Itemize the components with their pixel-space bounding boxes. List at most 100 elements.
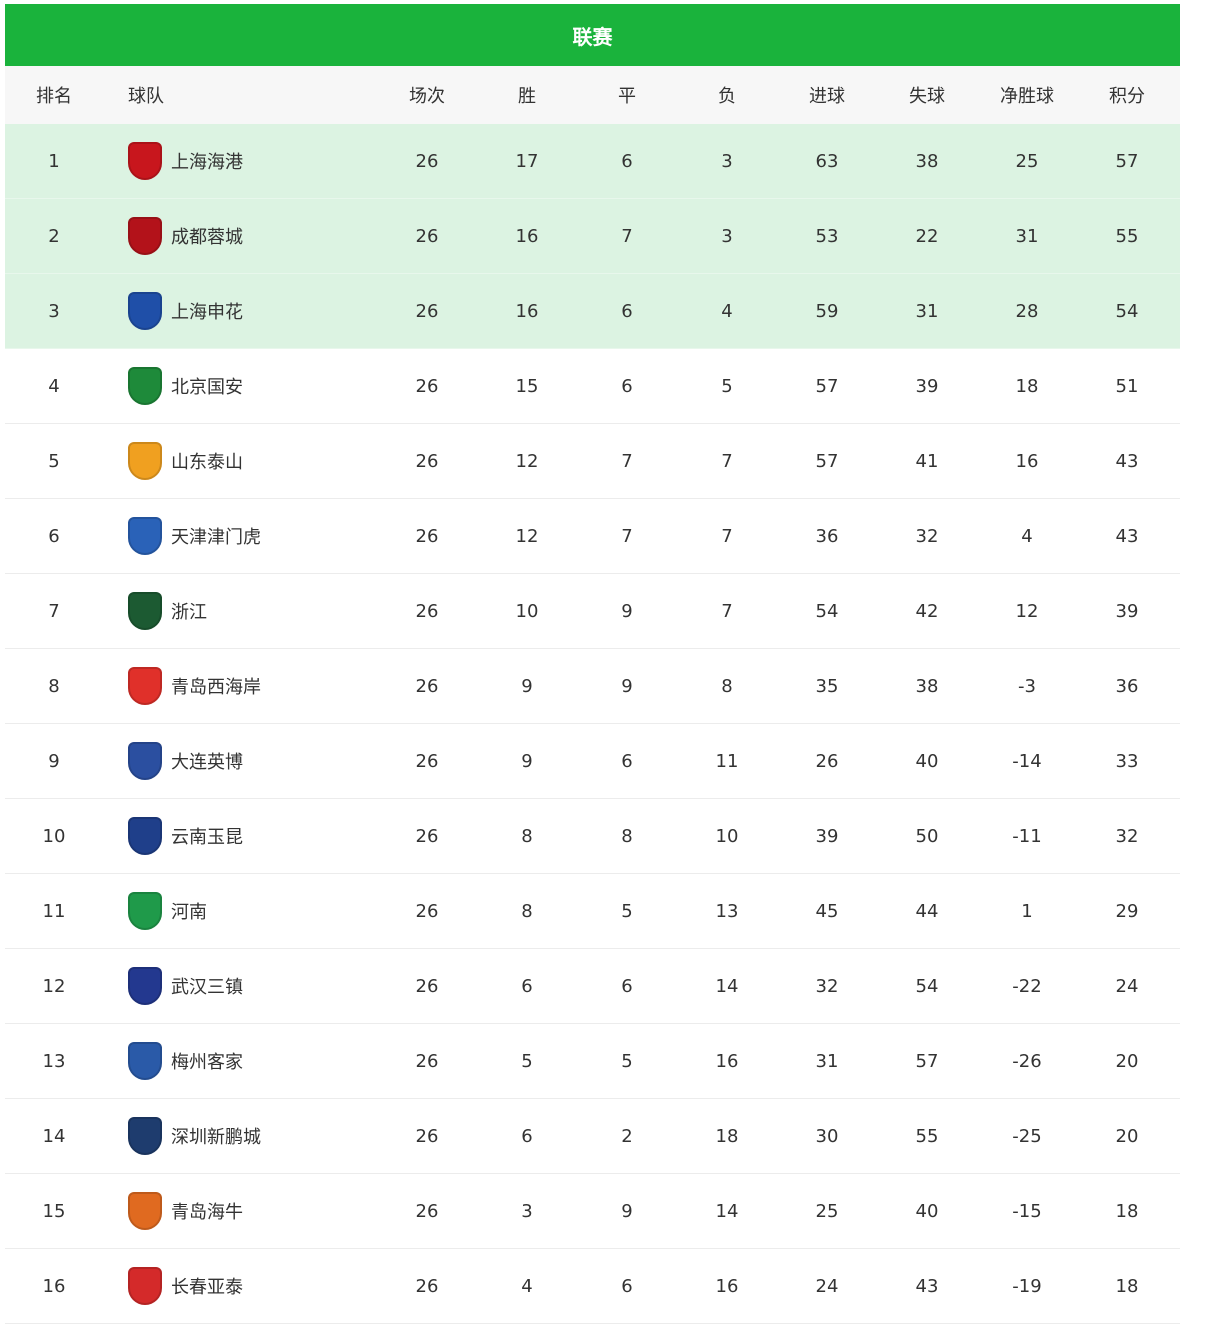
points: 36 xyxy=(1115,675,1139,697)
table-row[interactable]: 1 上海海港 26 17 6 3 63 38 25 57 xyxy=(5,124,1180,199)
team-cell[interactable]: 梅州客家 xyxy=(103,1042,377,1080)
table-row[interactable]: 7 浙江 26 10 9 7 54 42 12 39 xyxy=(5,574,1180,649)
goals-for: 25 xyxy=(815,1200,839,1222)
losses: 8 xyxy=(721,675,733,697)
team-name: 青岛海牛 xyxy=(171,1202,243,1223)
header-played: 场次 xyxy=(409,86,445,107)
goals-for: 31 xyxy=(815,1050,839,1072)
draws: 6 xyxy=(621,375,633,397)
played: 26 xyxy=(415,825,439,847)
goal-diff: 4 xyxy=(1021,525,1033,547)
team-cell[interactable]: 长春亚泰 xyxy=(103,1267,377,1305)
rank: 14 xyxy=(42,1125,66,1147)
team-cell[interactable]: 武汉三镇 xyxy=(103,967,377,1005)
team-cell[interactable]: 大连英博 xyxy=(103,742,377,780)
team-cell[interactable]: 深圳新鹏城 xyxy=(103,1117,377,1155)
goals-against: 54 xyxy=(915,975,939,997)
wins: 9 xyxy=(521,675,533,697)
table-row[interactable]: 3 上海申花 26 16 6 4 59 31 28 54 xyxy=(5,274,1180,349)
table-row[interactable]: 2 成都蓉城 26 16 7 3 53 22 31 55 xyxy=(5,199,1180,274)
table-row[interactable]: 6 天津津门虎 26 12 7 7 36 32 4 43 xyxy=(5,499,1180,574)
rank: 6 xyxy=(48,525,60,547)
team-cell[interactable]: 上海申花 xyxy=(103,292,377,330)
losses: 7 xyxy=(721,600,733,622)
team-cell[interactable]: 成都蓉城 xyxy=(103,217,377,255)
points: 43 xyxy=(1115,450,1139,472)
goals-against: 42 xyxy=(915,600,939,622)
losses: 14 xyxy=(715,1200,739,1222)
table-row[interactable]: 14 深圳新鹏城 26 6 2 18 30 55 -25 20 xyxy=(5,1099,1180,1174)
goal-diff: 18 xyxy=(1015,375,1039,397)
team-logo-icon xyxy=(128,1117,162,1155)
played: 26 xyxy=(415,450,439,472)
goal-diff: 28 xyxy=(1015,300,1039,322)
header-points: 积分 xyxy=(1109,86,1145,107)
team-cell[interactable]: 河南 xyxy=(103,892,377,930)
goal-diff: 1 xyxy=(1021,900,1033,922)
goal-diff: -26 xyxy=(1012,1050,1042,1072)
team-cell[interactable]: 浙江 xyxy=(103,592,377,630)
goals-for: 39 xyxy=(815,825,839,847)
goals-against: 50 xyxy=(915,825,939,847)
played: 26 xyxy=(415,525,439,547)
goal-diff: -15 xyxy=(1012,1200,1042,1222)
team-cell[interactable]: 天津津门虎 xyxy=(103,517,377,555)
losses: 13 xyxy=(715,900,739,922)
team-cell[interactable]: 山东泰山 xyxy=(103,442,377,480)
table-row[interactable]: 13 梅州客家 26 5 5 16 31 57 -26 20 xyxy=(5,1024,1180,1099)
wins: 10 xyxy=(515,600,539,622)
team-cell[interactable]: 云南玉昆 xyxy=(103,817,377,855)
goal-diff: -25 xyxy=(1012,1125,1042,1147)
team-cell[interactable]: 上海海港 xyxy=(103,142,377,180)
table-row[interactable]: 4 北京国安 26 15 6 5 57 39 18 51 xyxy=(5,349,1180,424)
wins: 8 xyxy=(521,900,533,922)
goals-against: 38 xyxy=(915,675,939,697)
goals-for: 57 xyxy=(815,375,839,397)
goals-for: 26 xyxy=(815,750,839,772)
team-cell[interactable]: 青岛海牛 xyxy=(103,1192,377,1230)
points: 54 xyxy=(1115,300,1139,322)
goals-for: 32 xyxy=(815,975,839,997)
team-cell[interactable]: 青岛西海岸 xyxy=(103,667,377,705)
team-logo-icon xyxy=(128,967,162,1005)
standings-table: 联赛 排名 球队 场次 胜 平 负 进球 失球 净胜球 积分 1 上海海港 26… xyxy=(5,4,1180,1324)
points: 20 xyxy=(1115,1050,1139,1072)
team-logo-icon xyxy=(128,442,162,480)
team-cell[interactable]: 北京国安 xyxy=(103,367,377,405)
rank: 3 xyxy=(48,300,60,322)
table-row[interactable]: 8 青岛西海岸 26 9 9 8 35 38 -3 36 xyxy=(5,649,1180,724)
losses: 16 xyxy=(715,1275,739,1297)
draws: 9 xyxy=(621,675,633,697)
draws: 7 xyxy=(621,450,633,472)
goal-diff: 31 xyxy=(1015,225,1039,247)
team-logo-icon xyxy=(128,1267,162,1305)
played: 26 xyxy=(415,750,439,772)
table-row[interactable]: 12 武汉三镇 26 6 6 14 32 54 -22 24 xyxy=(5,949,1180,1024)
goals-against: 57 xyxy=(915,1050,939,1072)
team-name: 河南 xyxy=(171,902,207,923)
wins: 15 xyxy=(515,375,539,397)
table-row[interactable]: 5 山东泰山 26 12 7 7 57 41 16 43 xyxy=(5,424,1180,499)
wins: 12 xyxy=(515,450,539,472)
played: 26 xyxy=(415,300,439,322)
table-row[interactable]: 9 大连英博 26 9 6 11 26 40 -14 33 xyxy=(5,724,1180,799)
table-title: 联赛 xyxy=(5,4,1180,66)
team-name: 深圳新鹏城 xyxy=(171,1127,261,1148)
table-row[interactable]: 15 青岛海牛 26 3 9 14 25 40 -15 18 xyxy=(5,1174,1180,1249)
rank: 16 xyxy=(42,1275,66,1297)
header-goal-diff: 净胜球 xyxy=(1000,86,1054,107)
rank: 2 xyxy=(48,225,60,247)
losses: 10 xyxy=(715,825,739,847)
losses: 5 xyxy=(721,375,733,397)
table-row[interactable]: 16 长春亚泰 26 4 6 16 24 43 -19 18 xyxy=(5,1249,1180,1324)
table-row[interactable]: 10 云南玉昆 26 8 8 10 39 50 -11 32 xyxy=(5,799,1180,874)
losses: 14 xyxy=(715,975,739,997)
goals-against: 31 xyxy=(915,300,939,322)
team-name: 北京国安 xyxy=(171,377,243,398)
table-row[interactable]: 11 河南 26 8 5 13 45 44 1 29 xyxy=(5,874,1180,949)
team-logo-icon xyxy=(128,742,162,780)
wins: 17 xyxy=(515,150,539,172)
points: 39 xyxy=(1115,600,1139,622)
team-name: 云南玉昆 xyxy=(171,827,243,848)
wins: 6 xyxy=(521,1125,533,1147)
